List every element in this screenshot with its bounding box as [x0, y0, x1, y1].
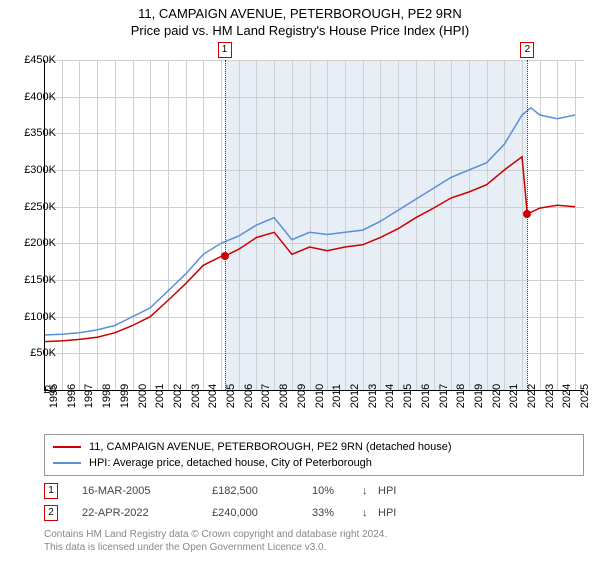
event-vs-label: HPI — [378, 507, 418, 519]
event-pct: 33% — [312, 507, 362, 519]
legend-item-hpi: HPI: Average price, detached house, City… — [53, 455, 575, 471]
event-price: £182,500 — [212, 485, 312, 497]
series-property — [44, 157, 575, 342]
ytick-label: £300K — [6, 164, 56, 176]
plot-area — [44, 60, 584, 390]
down-arrow-icon: ↓ — [362, 485, 378, 497]
xtick-label: 1996 — [66, 384, 78, 408]
legend-label-hpi: HPI: Average price, detached house, City… — [89, 457, 372, 469]
ytick-label: £150K — [6, 274, 56, 286]
xtick-label: 2000 — [137, 384, 149, 408]
down-arrow-icon: ↓ — [362, 507, 378, 519]
xtick-label: 2002 — [172, 384, 184, 408]
legend-swatch-hpi — [53, 462, 81, 464]
line-series-svg — [44, 60, 584, 390]
xtick-label: 2021 — [508, 384, 520, 408]
ytick-label: £50K — [6, 347, 56, 359]
xtick-label: 2017 — [438, 384, 450, 408]
xtick-label: 2019 — [473, 384, 485, 408]
xtick-label: 1999 — [119, 384, 131, 408]
legend-label-property: 11, CAMPAIGN AVENUE, PETERBOROUGH, PE2 9… — [89, 441, 452, 453]
xtick-label: 2022 — [526, 384, 538, 408]
xtick-label: 2001 — [154, 384, 166, 408]
ytick-label: £100K — [6, 311, 56, 323]
event-date: 16-MAR-2005 — [82, 485, 212, 497]
ytick-label: £450K — [6, 54, 56, 66]
ytick-label: £200K — [6, 237, 56, 249]
xtick-label: 1997 — [83, 384, 95, 408]
xtick-label: 2018 — [455, 384, 467, 408]
event-point — [523, 210, 531, 218]
footer-attribution: Contains HM Land Registry data © Crown c… — [44, 528, 387, 554]
legend-item-property: 11, CAMPAIGN AVENUE, PETERBOROUGH, PE2 9… — [53, 439, 575, 455]
event-line — [225, 60, 226, 390]
xtick-label: 2015 — [402, 384, 414, 408]
series-hpi — [44, 108, 575, 335]
xtick-label: 2005 — [225, 384, 237, 408]
event-line — [527, 60, 528, 390]
xtick-label: 2020 — [491, 384, 503, 408]
chart-container: 11, CAMPAIGN AVENUE, PETERBOROUGH, PE2 9… — [0, 6, 600, 566]
y-axis — [44, 60, 45, 390]
xtick-label: 1998 — [101, 384, 113, 408]
xtick-label: 2012 — [349, 384, 361, 408]
xtick-label: 2023 — [544, 384, 556, 408]
event-vs-label: HPI — [378, 485, 418, 497]
legend: 11, CAMPAIGN AVENUE, PETERBOROUGH, PE2 9… — [44, 434, 584, 476]
ytick-label: £350K — [6, 127, 56, 139]
event-table-row: 2 22-APR-2022£240,00033%↓HPI — [44, 502, 418, 524]
event-table-row: 1 16-MAR-2005£182,50010%↓HPI — [44, 480, 418, 502]
event-marker: 1 — [218, 42, 232, 58]
chart-title: 11, CAMPAIGN AVENUE, PETERBOROUGH, PE2 9… — [0, 6, 600, 21]
xtick-label: 2003 — [190, 384, 202, 408]
xtick-label: 2011 — [331, 384, 343, 408]
ytick-label: £400K — [6, 91, 56, 103]
xtick-label: 2009 — [296, 384, 308, 408]
xtick-label: 2013 — [367, 384, 379, 408]
event-pct: 10% — [312, 485, 362, 497]
xtick-label: 1995 — [48, 384, 60, 408]
chart-subtitle: Price paid vs. HM Land Registry's House … — [0, 23, 600, 38]
footer-line-2: This data is licensed under the Open Gov… — [44, 541, 387, 554]
xtick-label: 2016 — [420, 384, 432, 408]
event-date: 22-APR-2022 — [82, 507, 212, 519]
ytick-label: £250K — [6, 201, 56, 213]
xtick-label: 2024 — [561, 384, 573, 408]
xtick-label: 2010 — [314, 384, 326, 408]
xtick-label: 2014 — [384, 384, 396, 408]
xtick-label: 2008 — [278, 384, 290, 408]
event-point — [221, 252, 229, 260]
event-number-box: 2 — [44, 505, 58, 521]
xtick-label: 2004 — [207, 384, 219, 408]
event-price: £240,000 — [212, 507, 312, 519]
xtick-label: 2007 — [260, 384, 272, 408]
footer-line-1: Contains HM Land Registry data © Crown c… — [44, 528, 387, 541]
events-table: 1 16-MAR-2005£182,50010%↓HPI 2 22-APR-2022£… — [44, 480, 418, 524]
xtick-label: 2006 — [243, 384, 255, 408]
legend-swatch-property — [53, 446, 81, 448]
event-marker: 2 — [520, 42, 534, 58]
event-number-box: 1 — [44, 483, 58, 499]
xtick-label: 2025 — [579, 384, 591, 408]
